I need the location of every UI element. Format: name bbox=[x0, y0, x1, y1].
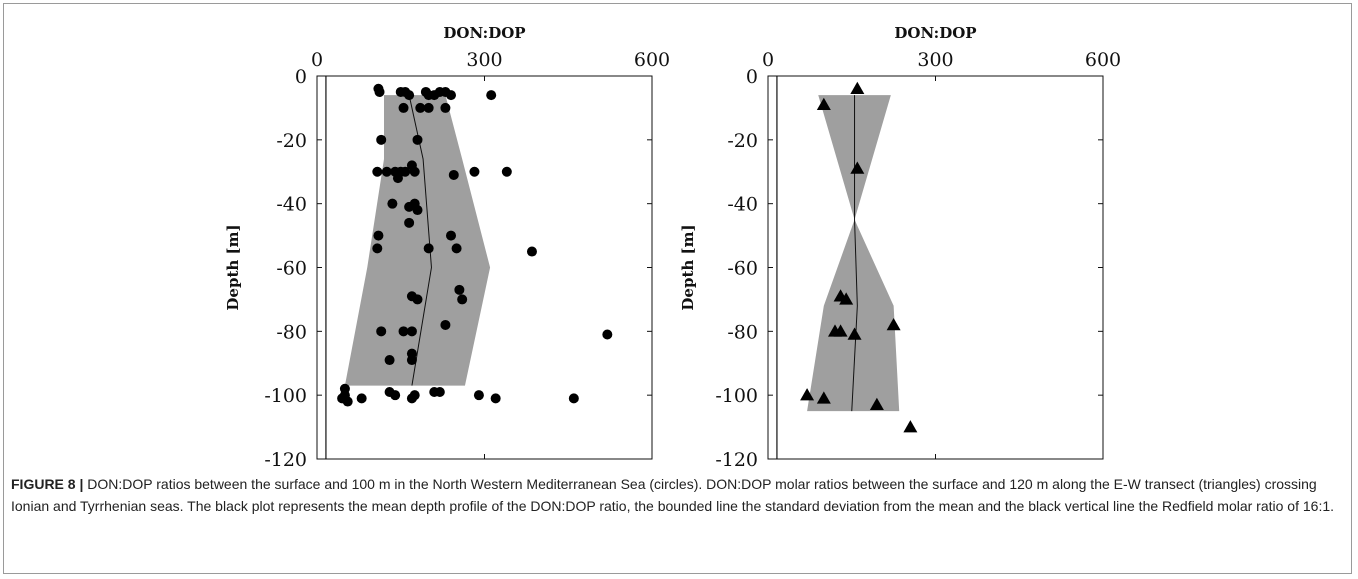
data-point-circle bbox=[374, 86, 385, 97]
data-point-triangle bbox=[839, 292, 854, 305]
figure-frame bbox=[3, 3, 1352, 574]
data-point-circle bbox=[384, 355, 395, 366]
figure-charts: 0 300 600 0 -20 -40 -60 -80 -100 -120 DON:DOP Depth… bbox=[224, 24, 1121, 470]
data-point-triangle bbox=[800, 388, 815, 401]
data-point-circle bbox=[392, 173, 403, 184]
data-point-circle bbox=[342, 396, 353, 407]
data-point-circle bbox=[568, 393, 579, 404]
x-axis-label: DON:DOP bbox=[443, 24, 525, 42]
y-tick-label: -80 bbox=[727, 321, 758, 343]
data-point-triangle bbox=[869, 397, 884, 410]
data-point-circle bbox=[400, 166, 411, 177]
y-tick-label: -40 bbox=[276, 194, 307, 216]
data-point-circle bbox=[440, 102, 451, 113]
x-tick-label: 0 bbox=[762, 49, 774, 71]
data-point-triangle bbox=[886, 317, 901, 331]
data-point-circle bbox=[602, 329, 613, 340]
data-point-circle bbox=[376, 326, 387, 337]
y-tick-label: 0 bbox=[295, 66, 307, 88]
std-band bbox=[344, 95, 491, 386]
data-point-circle bbox=[409, 166, 420, 177]
mean-profile-line bbox=[851, 95, 858, 412]
data-point-circle bbox=[372, 243, 383, 254]
data-point-circle bbox=[457, 294, 468, 305]
y-tick-label: -40 bbox=[727, 194, 758, 216]
x-tick-label: 300 bbox=[917, 49, 953, 71]
y-tick-label: -100 bbox=[264, 385, 307, 407]
data-point-triangle bbox=[847, 327, 862, 340]
data-point-circle bbox=[440, 319, 451, 330]
y-tick-label: -120 bbox=[264, 449, 307, 470]
data-point-circle bbox=[406, 355, 417, 366]
figure-caption: FIGURE 8 | DON:DOP ratios between the su… bbox=[11, 474, 1346, 517]
y-axis-label: Depth [m] bbox=[679, 224, 697, 310]
data-point-circle bbox=[454, 284, 465, 295]
y-tick-label: -100 bbox=[715, 385, 758, 407]
y-tick-label: -20 bbox=[276, 130, 307, 152]
data-point-circle bbox=[423, 102, 434, 113]
data-point-circle bbox=[404, 217, 415, 228]
data-point-triangle bbox=[816, 97, 831, 110]
data-point-circle bbox=[406, 393, 417, 404]
caption-text: DON:DOP ratios between the surface and 1… bbox=[11, 476, 1335, 514]
data-point-circle bbox=[415, 102, 426, 113]
y-tick-label: -60 bbox=[276, 258, 307, 280]
y-tick-label: -80 bbox=[276, 321, 307, 343]
data-point-circle bbox=[404, 90, 415, 101]
data-point-circle bbox=[412, 205, 423, 216]
data-point-circle bbox=[446, 230, 456, 241]
std-band bbox=[807, 95, 900, 412]
x-tick-label: 0 bbox=[311, 49, 323, 71]
data-point-circle bbox=[473, 390, 484, 401]
data-point-circle bbox=[398, 326, 409, 337]
data-point-circle bbox=[486, 90, 497, 101]
x-tick-label: 300 bbox=[466, 49, 502, 71]
data-point-triangle bbox=[850, 81, 865, 95]
y-tick-label: -20 bbox=[727, 130, 758, 152]
data-point-circle bbox=[398, 102, 409, 113]
caption-label: FIGURE 8 | bbox=[11, 476, 84, 492]
data-point-circle bbox=[412, 134, 423, 145]
data-point-circle bbox=[423, 243, 434, 254]
y-axis-label: Depth [m] bbox=[224, 224, 242, 310]
data-point-triangle bbox=[833, 324, 848, 337]
data-point-circle bbox=[448, 169, 459, 180]
data-point-circle bbox=[406, 326, 417, 337]
data-point-circle bbox=[434, 386, 445, 397]
data-point-circle bbox=[387, 198, 398, 209]
y-tick-label: -60 bbox=[727, 258, 758, 280]
plot-left-circles: 0 300 600 0 -20 -40 -60 -80 -100 -120 DON:DOP Depth… bbox=[224, 24, 670, 470]
x-tick-label: 600 bbox=[1085, 49, 1121, 71]
data-point-triangle bbox=[850, 161, 865, 174]
data-point-circle bbox=[404, 201, 415, 212]
data-point-circle bbox=[390, 390, 401, 401]
data-point-circle bbox=[501, 166, 512, 177]
data-point-circle bbox=[490, 393, 501, 404]
data-point-circle bbox=[376, 134, 387, 145]
x-axis-label: DON:DOP bbox=[894, 24, 976, 42]
data-point-circle bbox=[526, 246, 537, 257]
data-point-circle bbox=[451, 243, 462, 254]
data-point-circle bbox=[469, 166, 480, 177]
y-tick-label: -120 bbox=[715, 449, 758, 470]
data-point-triangle bbox=[903, 420, 918, 433]
data-point-circle bbox=[381, 166, 392, 177]
mean-profile-line bbox=[408, 95, 432, 386]
data-point-triangle bbox=[816, 391, 831, 404]
x-tick-label: 600 bbox=[634, 49, 670, 71]
data-point-circle bbox=[373, 230, 384, 241]
data-point-circle bbox=[356, 393, 367, 404]
plot-right-triangles: 0 300 600 0 -20 -40 -60 -80 -100 -120 DON:DOP Depth… bbox=[679, 24, 1121, 470]
data-point-circle bbox=[446, 90, 456, 101]
data-point-circle bbox=[412, 294, 423, 305]
y-tick-label: 0 bbox=[746, 66, 758, 88]
data-point-circle bbox=[372, 166, 383, 177]
